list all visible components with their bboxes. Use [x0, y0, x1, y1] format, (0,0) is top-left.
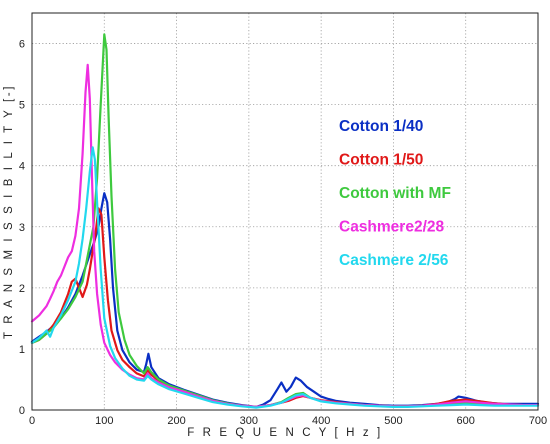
y-tick-label: 2: [19, 283, 25, 295]
y-tick-label: 1: [19, 344, 25, 356]
y-tick-label: 0: [19, 405, 25, 417]
x-tick-label: 500: [384, 415, 402, 427]
legend-label: Cotton 1/40: [339, 118, 423, 135]
series-line-4: [30, 146, 540, 409]
legend-label: Cashmere 2/56: [339, 252, 449, 269]
x-tick-label: 700: [529, 415, 547, 427]
x-tick-label: 0: [29, 415, 35, 427]
x-tick-label: 600: [457, 415, 475, 427]
legend: Cotton 1/40 Cotton 1/50 Cotton with MF Cash…: [339, 118, 451, 269]
x-tick-label: 300: [240, 415, 258, 427]
y-axis-title: T R A N S M I S S I B I L I T Y [-]: [3, 84, 15, 339]
x-axis-title: F R E Q U E N C Y [ H z ]: [187, 427, 383, 439]
x-tick-label: 200: [167, 415, 185, 427]
legend-label: Cotton 1/50: [339, 152, 423, 169]
plot-frame: [31, 12, 539, 411]
y-tick-labels: 0 1 2 3 4 5 6: [19, 39, 25, 417]
y-tick-label: 6: [19, 39, 25, 51]
legend-label: Cotton with MF: [339, 185, 451, 202]
y-tick-label: 5: [19, 100, 25, 112]
y-tick-label: 3: [19, 222, 25, 234]
series-lines: [30, 33, 540, 409]
x-tick-label: 400: [312, 415, 330, 427]
x-tick-labels: 0 100 200 300 400 500 600 700: [29, 415, 547, 427]
grid-lines: [32, 13, 538, 410]
x-tick-label: 100: [95, 415, 113, 427]
legend-label: Cashmere2/28: [339, 219, 445, 236]
y-tick-label: 4: [19, 161, 25, 173]
